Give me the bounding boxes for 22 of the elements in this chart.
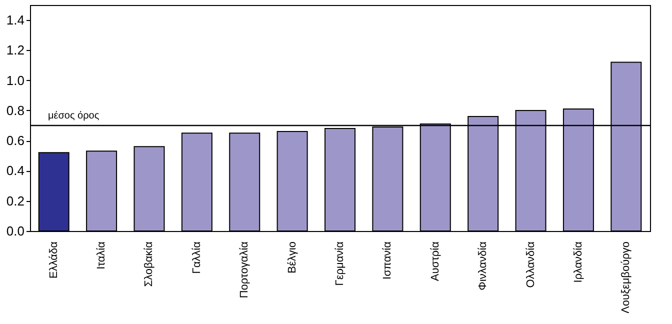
x-tick-label: Ισπανία [382,240,394,280]
x-tick-label: Λουξεμβούργο [620,242,632,314]
x-tick-label: Ιταλία [96,240,108,270]
y-tick-label: 1.0 [6,72,24,88]
x-tick-label: Πορτογαλία [238,240,251,298]
y-tick-label: 0.0 [6,224,24,238]
x-tick-label: Ολλανδία [524,240,537,288]
y-tick-label: 0.2 [6,193,24,208]
x-tick-label: Γαλλία [190,240,203,274]
x-tick-label: Αυστρία [429,240,442,282]
x-tick-label: Ελλάδα [48,240,60,279]
x-tick-label: Γερμανία [334,240,346,286]
y-tick-label: 0.6 [6,133,24,148]
y-tick-label: 1.4 [6,12,24,28]
y-tick-label: 0.8 [6,102,24,118]
x-tick-label: Φινλανδία [477,240,490,290]
x-tick-label: Βέλγιο [286,242,298,274]
ref-line-label: μέσος όρος [48,110,100,122]
x-tick-label: Ιρλανδία [572,240,584,283]
x-tick-label: Σλοβακία [143,240,156,287]
y-tick-label: 0.4 [6,163,24,178]
y-tick-label: 1.2 [6,42,24,58]
